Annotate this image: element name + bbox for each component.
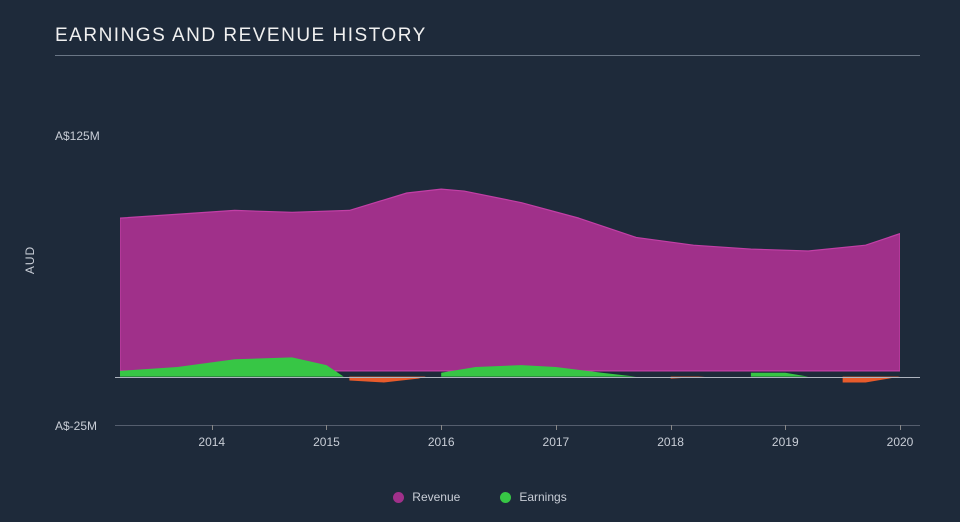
chart-title: EARNINGS AND REVENUE HISTORY [55, 25, 427, 46]
x-tick-mark [556, 425, 557, 430]
x-tick-label: 2020 [887, 435, 914, 449]
legend-swatch-revenue [393, 492, 404, 503]
x-tick-label: 2017 [543, 435, 570, 449]
chart-container: EARNINGS AND REVENUE HISTORY AUD A$125M … [0, 0, 960, 522]
x-tick-mark [785, 425, 786, 430]
x-tick-mark [326, 425, 327, 430]
x-tick-mark [671, 425, 672, 430]
legend: Revenue Earnings [0, 490, 960, 504]
legend-label-earnings: Earnings [519, 490, 566, 504]
x-tick-label: 2018 [657, 435, 684, 449]
x-tick-label: 2015 [313, 435, 340, 449]
plot-area [120, 135, 900, 425]
legend-item-revenue: Revenue [393, 490, 460, 504]
title-row: EARNINGS AND REVENUE HISTORY [55, 25, 920, 56]
x-tick-mark [900, 425, 901, 430]
y-tick-top: A$125M [55, 129, 100, 143]
legend-swatch-earnings [500, 492, 511, 503]
zero-baseline [115, 377, 920, 378]
x-tick-label: 2016 [428, 435, 455, 449]
x-tick-label: 2014 [198, 435, 225, 449]
x-tick-mark [212, 425, 213, 430]
y-axis-label: AUD [23, 246, 37, 274]
bottom-axis-line [115, 425, 920, 426]
y-tick-bottom: A$-25M [55, 419, 97, 433]
x-tick-mark [441, 425, 442, 430]
legend-item-earnings: Earnings [500, 490, 566, 504]
legend-label-revenue: Revenue [412, 490, 460, 504]
plot-svg [120, 135, 900, 425]
x-tick-label: 2019 [772, 435, 799, 449]
